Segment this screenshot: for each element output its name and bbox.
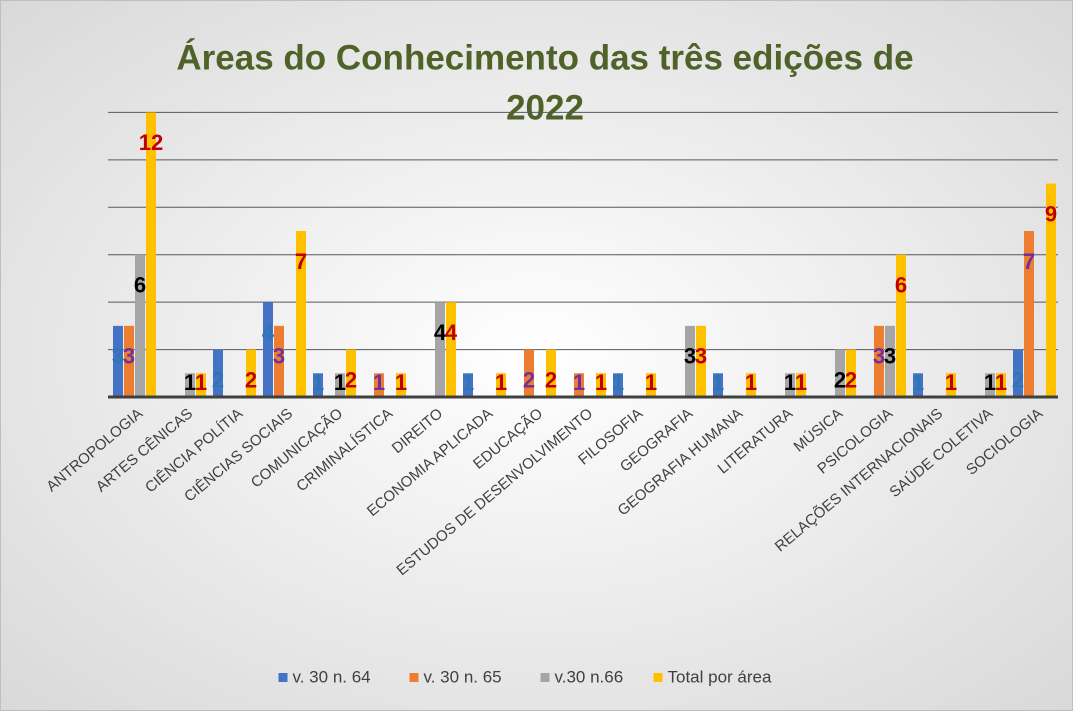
bar (246, 349, 256, 397)
bar (785, 373, 795, 397)
data-label: 1 (462, 370, 474, 395)
legend-swatch (278, 673, 288, 682)
bar (446, 302, 456, 397)
bar (874, 325, 884, 397)
data-label: 3 (873, 344, 885, 369)
bar (1013, 349, 1023, 397)
data-label: 2 (345, 367, 357, 392)
data-label: 2 (1012, 367, 1024, 392)
bar (113, 325, 123, 397)
bar (185, 373, 195, 397)
bar (835, 349, 845, 397)
bar (613, 373, 623, 397)
data-label: 4 (262, 320, 275, 345)
data-label: 9 (1045, 201, 1057, 226)
data-label: 1 (712, 370, 724, 395)
bar (985, 373, 995, 397)
bar (196, 373, 206, 397)
data-label: 1 (745, 370, 757, 395)
data-label: 1 (945, 370, 957, 395)
data-label: 1 (373, 370, 385, 395)
legend-label: v.30 n.66 (555, 667, 624, 686)
data-label: 4 (445, 320, 458, 345)
bar (696, 325, 706, 397)
legend-label: v. 30 n. 65 (424, 667, 502, 686)
data-label: 3 (112, 344, 124, 369)
bar (596, 373, 606, 397)
data-label: 1 (573, 370, 585, 395)
legend-label: v. 30 n. 64 (293, 667, 371, 686)
bar (374, 373, 384, 397)
data-label: 2 (523, 367, 535, 392)
data-label: 3 (695, 344, 707, 369)
bar (296, 231, 306, 397)
bar (396, 373, 406, 397)
bar (885, 325, 895, 397)
bar (946, 373, 956, 397)
bar (646, 373, 656, 397)
chart-title: 2022 (506, 88, 584, 127)
bar (124, 325, 134, 397)
data-label: 3 (684, 344, 696, 369)
bar (463, 373, 473, 397)
bar (496, 373, 506, 397)
data-label: 12 (139, 130, 163, 155)
bar (896, 254, 906, 397)
bar (574, 373, 584, 397)
data-label: 2 (545, 367, 557, 392)
data-label: 2 (245, 367, 257, 392)
data-label: 1 (995, 370, 1007, 395)
data-label: 1 (612, 370, 624, 395)
bar (746, 373, 756, 397)
bar (524, 349, 534, 397)
data-label: 2 (212, 367, 224, 392)
data-label: 3 (273, 344, 285, 369)
data-label: 1 (312, 370, 324, 395)
data-label: 6 (134, 273, 146, 298)
data-label: 1 (984, 370, 996, 395)
bar (1046, 183, 1056, 397)
data-label: 1 (495, 370, 507, 395)
bar (313, 373, 323, 397)
legend-swatch (409, 673, 419, 682)
data-label: 7 (1023, 249, 1035, 274)
bar (685, 325, 695, 397)
data-label: 3 (123, 344, 135, 369)
legend-swatch (540, 673, 550, 682)
bar (796, 373, 806, 397)
bar (135, 254, 145, 397)
data-label: 1 (795, 370, 807, 395)
data-label: 4 (434, 320, 447, 345)
bar (263, 302, 273, 397)
bar (713, 373, 723, 397)
data-label: 1 (195, 370, 207, 395)
bar (346, 349, 356, 397)
data-label: 3 (884, 344, 896, 369)
bar (435, 302, 445, 397)
bar (1024, 231, 1034, 397)
data-label: 1 (912, 370, 924, 395)
legend-label: Total por área (668, 667, 772, 686)
bar (913, 373, 923, 397)
bar (846, 349, 856, 397)
data-label: 1 (645, 370, 657, 395)
bar (274, 325, 284, 397)
data-label: 1 (395, 370, 407, 395)
legend-swatch (653, 673, 663, 682)
data-label: 1 (784, 370, 796, 395)
data-label: 7 (295, 249, 307, 274)
data-label: 2 (845, 367, 857, 392)
bar (146, 112, 156, 397)
bar (335, 373, 345, 397)
data-label: 1 (334, 370, 346, 395)
bar (546, 349, 556, 397)
data-label: 2 (834, 367, 846, 392)
data-label: 1 (184, 370, 196, 395)
bar (996, 373, 1006, 397)
chart-title: Áreas do Conhecimento das três edições d… (176, 37, 913, 77)
data-label: 1 (595, 370, 607, 395)
bar (213, 349, 223, 397)
data-label: 6 (895, 273, 907, 298)
